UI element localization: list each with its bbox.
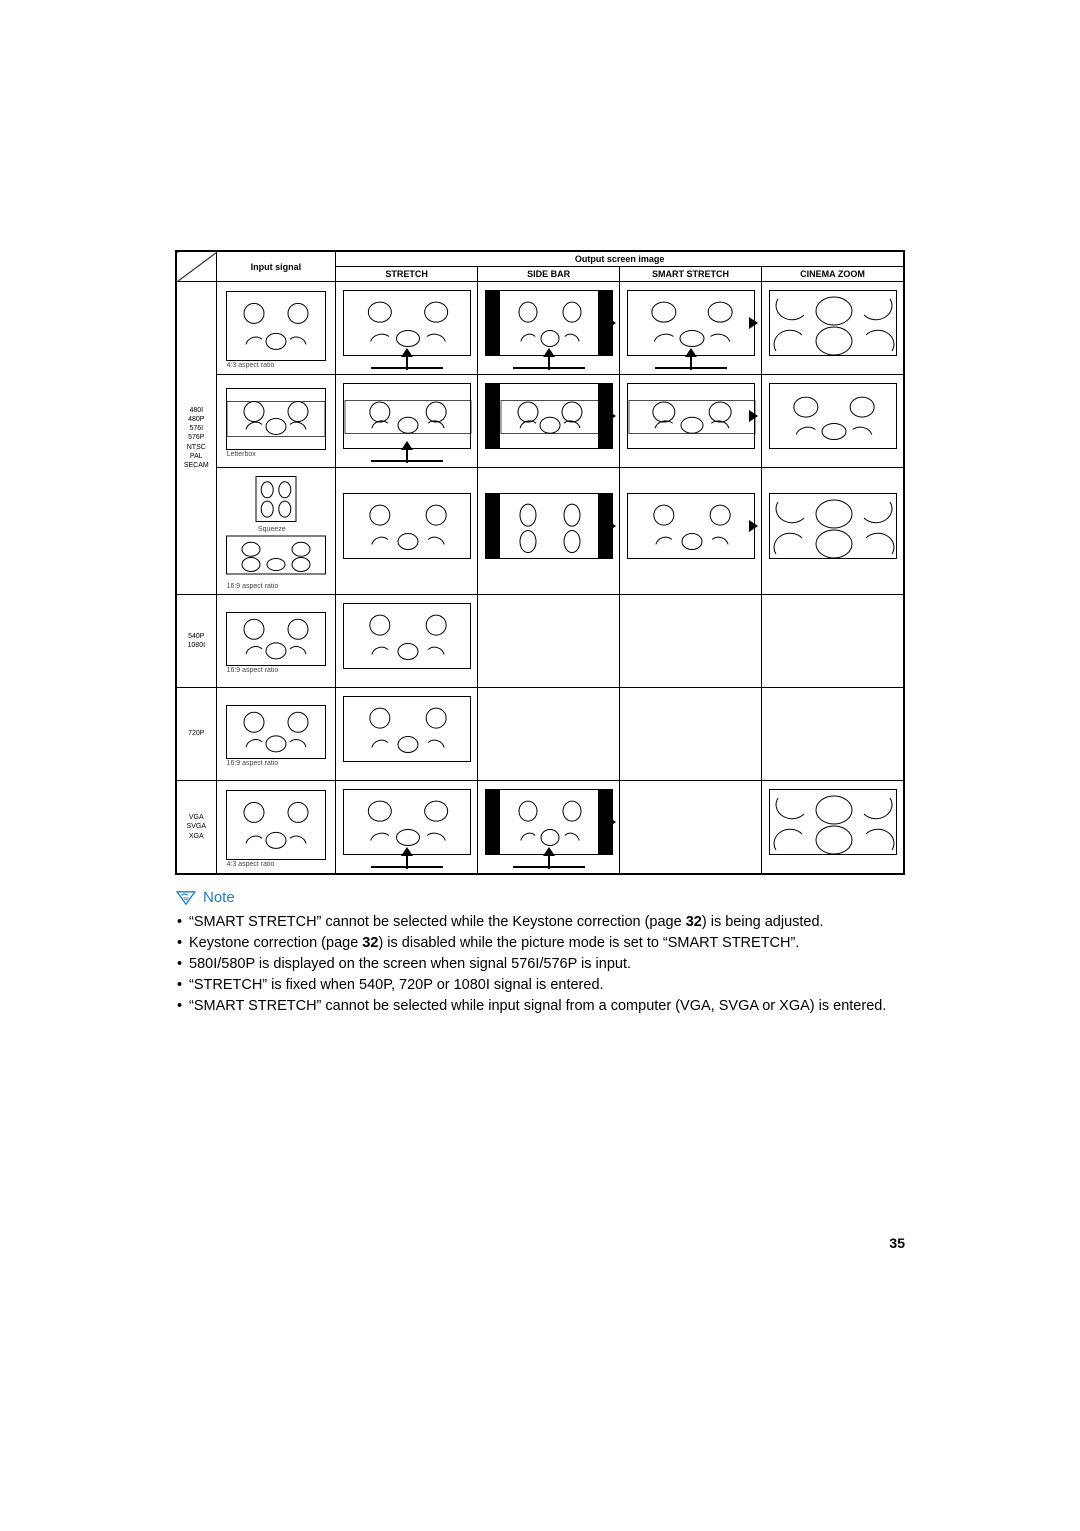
output-cell	[336, 595, 478, 688]
output-cell	[620, 375, 762, 468]
aspect-table: Input signal Output screen image STRETCH…	[175, 250, 905, 875]
note-item: 580I/580P is displayed on the screen whe…	[177, 954, 905, 975]
output-cell	[620, 781, 762, 874]
input-caption: Letterbox	[223, 450, 330, 458]
input-caption: 16:9 aspect ratio	[223, 759, 330, 767]
note-item: “SMART STRETCH” cannot be selected while…	[177, 996, 905, 1017]
output-cell	[478, 468, 620, 595]
row-group-label: VGASVGAXGA	[177, 781, 217, 874]
svg-text:Squeeze: Squeeze	[258, 526, 286, 533]
input-caption: 16:9 aspect ratio	[223, 666, 330, 674]
output-cell	[762, 282, 904, 375]
table: Input signal Output screen image STRETCH…	[176, 251, 904, 874]
note-item: “STRETCH” is fixed when 540P, 720P or 10…	[177, 975, 905, 996]
input-caption: 4:3 aspect ratio	[223, 860, 330, 868]
output-cell	[336, 468, 478, 595]
output-cell	[762, 375, 904, 468]
header-output: Output screen image	[336, 252, 904, 267]
output-cell	[478, 688, 620, 781]
input-cell: 16:9 aspect ratio	[216, 595, 336, 688]
header-mode-3: CINEMA ZOOM	[762, 267, 904, 282]
header-mode-2: SMART STRETCH	[620, 267, 762, 282]
note-icon	[175, 890, 197, 906]
output-cell	[478, 781, 620, 874]
output-cell	[762, 468, 904, 595]
output-cell	[336, 282, 478, 375]
output-cell	[336, 375, 478, 468]
note-item: Keystone correction (page 32) is disable…	[177, 933, 905, 954]
input-caption: 16:9 aspect ratio	[223, 582, 330, 590]
output-cell	[336, 688, 478, 781]
output-cell	[478, 282, 620, 375]
header-mode-1: SIDE BAR	[478, 267, 620, 282]
input-cell: Letterbox	[216, 375, 336, 468]
output-cell	[762, 781, 904, 874]
input-caption: 4:3 aspect ratio	[223, 361, 330, 369]
corner-cell	[177, 252, 217, 282]
input-cell: 4:3 aspect ratio	[216, 282, 336, 375]
note-label: Note	[203, 889, 235, 906]
header-mode-0: STRETCH	[336, 267, 478, 282]
output-cell	[762, 595, 904, 688]
header-input: Input signal	[216, 252, 336, 282]
output-cell	[620, 468, 762, 595]
input-cell: 4:3 aspect ratio	[216, 781, 336, 874]
page-number: 35	[889, 1235, 905, 1251]
output-cell	[478, 595, 620, 688]
output-cell	[478, 375, 620, 468]
row-group-label: 540P1080I	[177, 595, 217, 688]
note-heading: Note	[175, 889, 905, 906]
notes-list: “SMART STRETCH” cannot be selected while…	[175, 912, 905, 1017]
input-cell: 16:9 aspect ratio	[216, 688, 336, 781]
output-cell	[336, 781, 478, 874]
row-group-label: 720P	[177, 688, 217, 781]
note-item: “SMART STRETCH” cannot be selected while…	[177, 912, 905, 933]
output-cell	[620, 688, 762, 781]
output-cell	[762, 688, 904, 781]
input-cell: Squeeze 16:9 aspect ratio	[216, 468, 336, 595]
output-cell	[620, 282, 762, 375]
row-group-label: 480I480P576I576PNTSCPALSECAM	[177, 282, 217, 595]
output-cell	[620, 595, 762, 688]
